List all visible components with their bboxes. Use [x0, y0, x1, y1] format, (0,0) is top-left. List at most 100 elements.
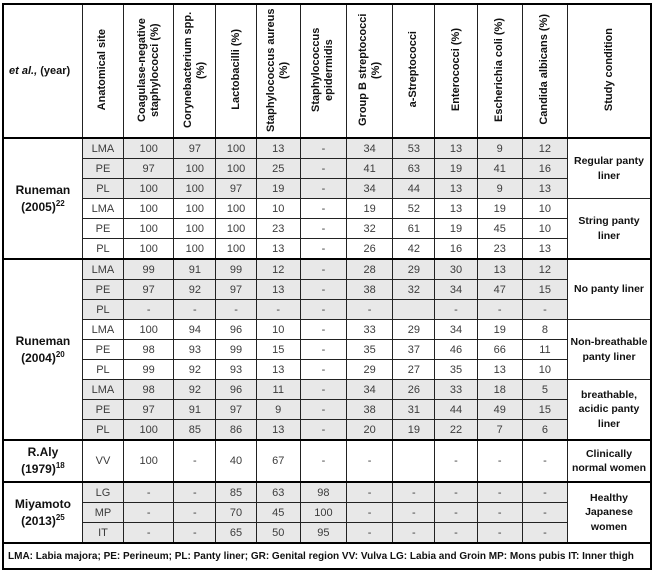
anatomical-site-cell: LMA — [81, 198, 125, 219]
value-cell: - — [346, 522, 394, 544]
study-condition-cell: breathable, acidic panty liner — [567, 379, 652, 441]
value-cell: 34 — [346, 379, 394, 400]
value-cell: 100 — [123, 419, 175, 441]
value-cell: - — [173, 439, 217, 483]
col-header-coagulase-negative-staphylococci: Coagulase-negative staphylococci (%) — [123, 3, 175, 139]
value-cell: 35 — [346, 339, 394, 360]
table-row: R.Aly (1979)18 VV 100-40 67- - - - - Clinically n… — [2, 439, 652, 483]
col-header-group-b-streptococci: Group B streptococci (%) — [346, 3, 394, 139]
table-row: PE 97 92 97 13-38 32 34 47 15 — [3, 279, 651, 300]
value-cell: 26 — [346, 238, 394, 260]
value-cell: - — [434, 502, 478, 523]
table-row: PE 100 100 100 23-32 61 19 45 10 — [3, 218, 651, 239]
value-cell: 19 — [434, 218, 478, 239]
col-header-label: Lactobacilli (%) — [229, 29, 242, 110]
study-condition-cell: Healthy Japanese women — [567, 481, 652, 544]
value-cell: - — [521, 299, 569, 320]
value-cell: 45 — [255, 502, 301, 523]
col-header-label: Coagulase-negative staphylococci (%) — [135, 17, 161, 122]
value-cell: - — [123, 481, 175, 503]
value-cell: 19 — [255, 178, 301, 199]
anatomical-site-cell: PL — [81, 359, 125, 380]
value-cell: 35 — [434, 359, 478, 380]
col-header-label: Enterococci (%) — [449, 27, 462, 112]
value-cell: 100 — [215, 238, 257, 260]
value-cell: - — [476, 439, 523, 483]
col-header-label: a-Streptococci — [407, 31, 420, 108]
value-cell: 85 — [215, 481, 257, 503]
value-cell: 63 — [255, 481, 301, 503]
value-cell: 13 — [434, 178, 478, 199]
value-cell: - — [173, 502, 217, 523]
value-cell: 85 — [173, 419, 217, 441]
value-cell: 27 — [392, 359, 436, 380]
value-cell: 70 — [215, 502, 257, 523]
value-cell: - — [346, 481, 394, 503]
value-cell: 100 — [215, 158, 257, 179]
value-cell: 34 — [434, 319, 478, 340]
value-cell: - — [215, 299, 257, 320]
value-cell: 13 — [476, 258, 523, 280]
anatomical-site-cell: LG — [81, 481, 125, 503]
value-cell: 18 — [476, 379, 523, 400]
table-row: LMA 100 100 100 10-19 52 13 19 10 String panty li… — [3, 198, 652, 260]
value-cell: 99 — [123, 258, 175, 280]
table-row: PE 98 93 99 15-35 37 46 66 11 — [3, 339, 651, 360]
value-cell: - — [521, 502, 569, 523]
col-header-anatomical-site: Anatomical site — [81, 3, 125, 139]
value-cell: - — [123, 299, 175, 320]
value-cell: 47 — [476, 279, 523, 300]
table-row: Runeman (2004)20 LMA 99 91 99 12-28 29 30 13 12 No … — [2, 258, 652, 441]
value-cell: 13 — [434, 198, 478, 219]
value-cell: 100 — [173, 198, 217, 219]
anatomical-site-cell: LMA — [81, 137, 125, 159]
value-cell: 12 — [521, 137, 569, 159]
value-cell: 98 — [123, 339, 175, 360]
value-cell: - — [392, 481, 436, 503]
value-cell: 100 — [173, 178, 217, 199]
value-cell: 32 — [346, 218, 394, 239]
study-condition-cell: Clinically normal women — [567, 439, 652, 483]
table-row: LMA 100 94 96 10-33 29 34 19 8 Non-breathable pan… — [3, 319, 652, 380]
value-cell: 93 — [173, 339, 217, 360]
value-cell: 100 — [123, 319, 175, 340]
anatomical-site-cell: PE — [81, 218, 125, 239]
value-cell: 61 — [392, 218, 436, 239]
value-cell: 41 — [476, 158, 523, 179]
value-cell: - — [123, 522, 175, 544]
value-cell: - — [392, 502, 436, 523]
value-cell: - — [392, 522, 436, 544]
value-cell: 9 — [255, 399, 301, 420]
table-row: PL 100 100 97 19-34 44 13 9 13 — [3, 178, 651, 199]
value-cell: - — [299, 158, 348, 179]
value-cell: - — [299, 359, 348, 380]
footnote: LMA: Labia majora; PE: Perineum; PL: Pan… — [2, 542, 652, 570]
anatomical-site-cell: PL — [81, 299, 125, 320]
col-header-label: Group B streptococci (%) — [356, 13, 382, 126]
anatomical-site-cell: MP — [81, 502, 125, 523]
study-condition-cell: No panty liner — [567, 258, 652, 320]
table-row: MP - -70 45 100- - - - - — [3, 502, 651, 523]
col-header-lactobacilli: Lactobacilli (%) — [215, 3, 257, 139]
anatomical-site-cell: IT — [81, 522, 125, 544]
value-cell: 25 — [255, 158, 301, 179]
col-header-etal-year: et al., (year) — [2, 3, 83, 139]
value-cell: - — [346, 299, 394, 320]
value-cell: 23 — [476, 238, 523, 260]
value-cell: 86 — [215, 419, 257, 441]
anatomical-site-cell: LMA — [81, 258, 125, 280]
value-cell: 33 — [434, 379, 478, 400]
value-cell: 46 — [434, 339, 478, 360]
table-row: LMA 98 92 96 11-34 26 33 18 5 breathable, acidic … — [3, 379, 652, 441]
table-row: PL 100 100 100 13-26 42 16 23 13 — [3, 238, 651, 260]
value-cell: - — [173, 481, 217, 503]
value-cell: - — [476, 481, 523, 503]
value-cell: - — [173, 522, 217, 544]
value-cell: - — [173, 299, 217, 320]
value-cell: 9 — [476, 178, 523, 199]
value-cell — [392, 299, 436, 320]
study-condition-cell: Non-breathable panty liner — [567, 319, 652, 380]
value-cell: 97 — [215, 399, 257, 420]
value-cell: 100 — [215, 198, 257, 219]
value-cell: 97 — [123, 158, 175, 179]
